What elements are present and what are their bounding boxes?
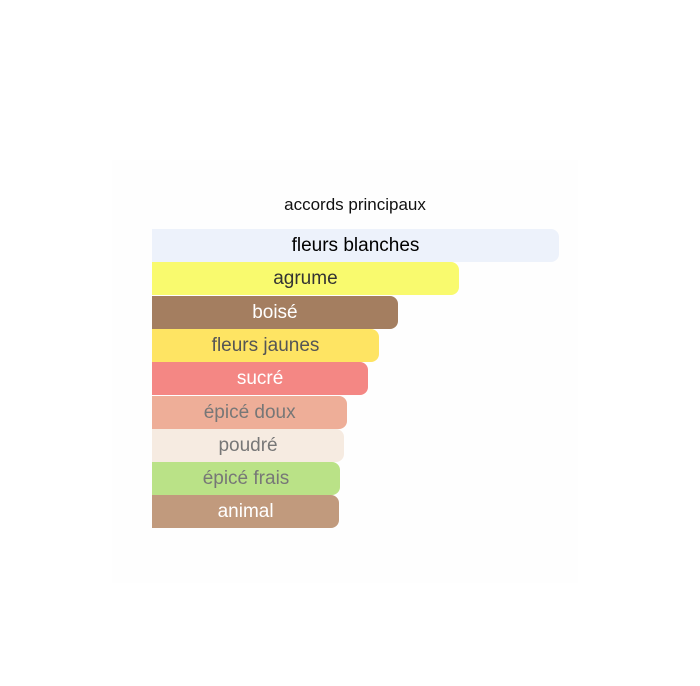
bar-épicé-frais: épicé frais xyxy=(152,462,341,496)
bar-boisé: boisé xyxy=(152,295,398,329)
chart-title: accords principaux xyxy=(284,195,426,214)
bar-animal: animal xyxy=(152,495,340,529)
bar-fleurs-jaunes: fleurs jaunes xyxy=(152,328,380,362)
bar-fleurs-blanches: fleurs blanches xyxy=(152,229,559,262)
bar-sucré: sucré xyxy=(152,362,369,396)
bar-poudré: poudré xyxy=(152,428,345,462)
bar-agrume: agrume xyxy=(152,262,459,296)
bar-épicé-doux: épicé doux xyxy=(152,395,348,429)
